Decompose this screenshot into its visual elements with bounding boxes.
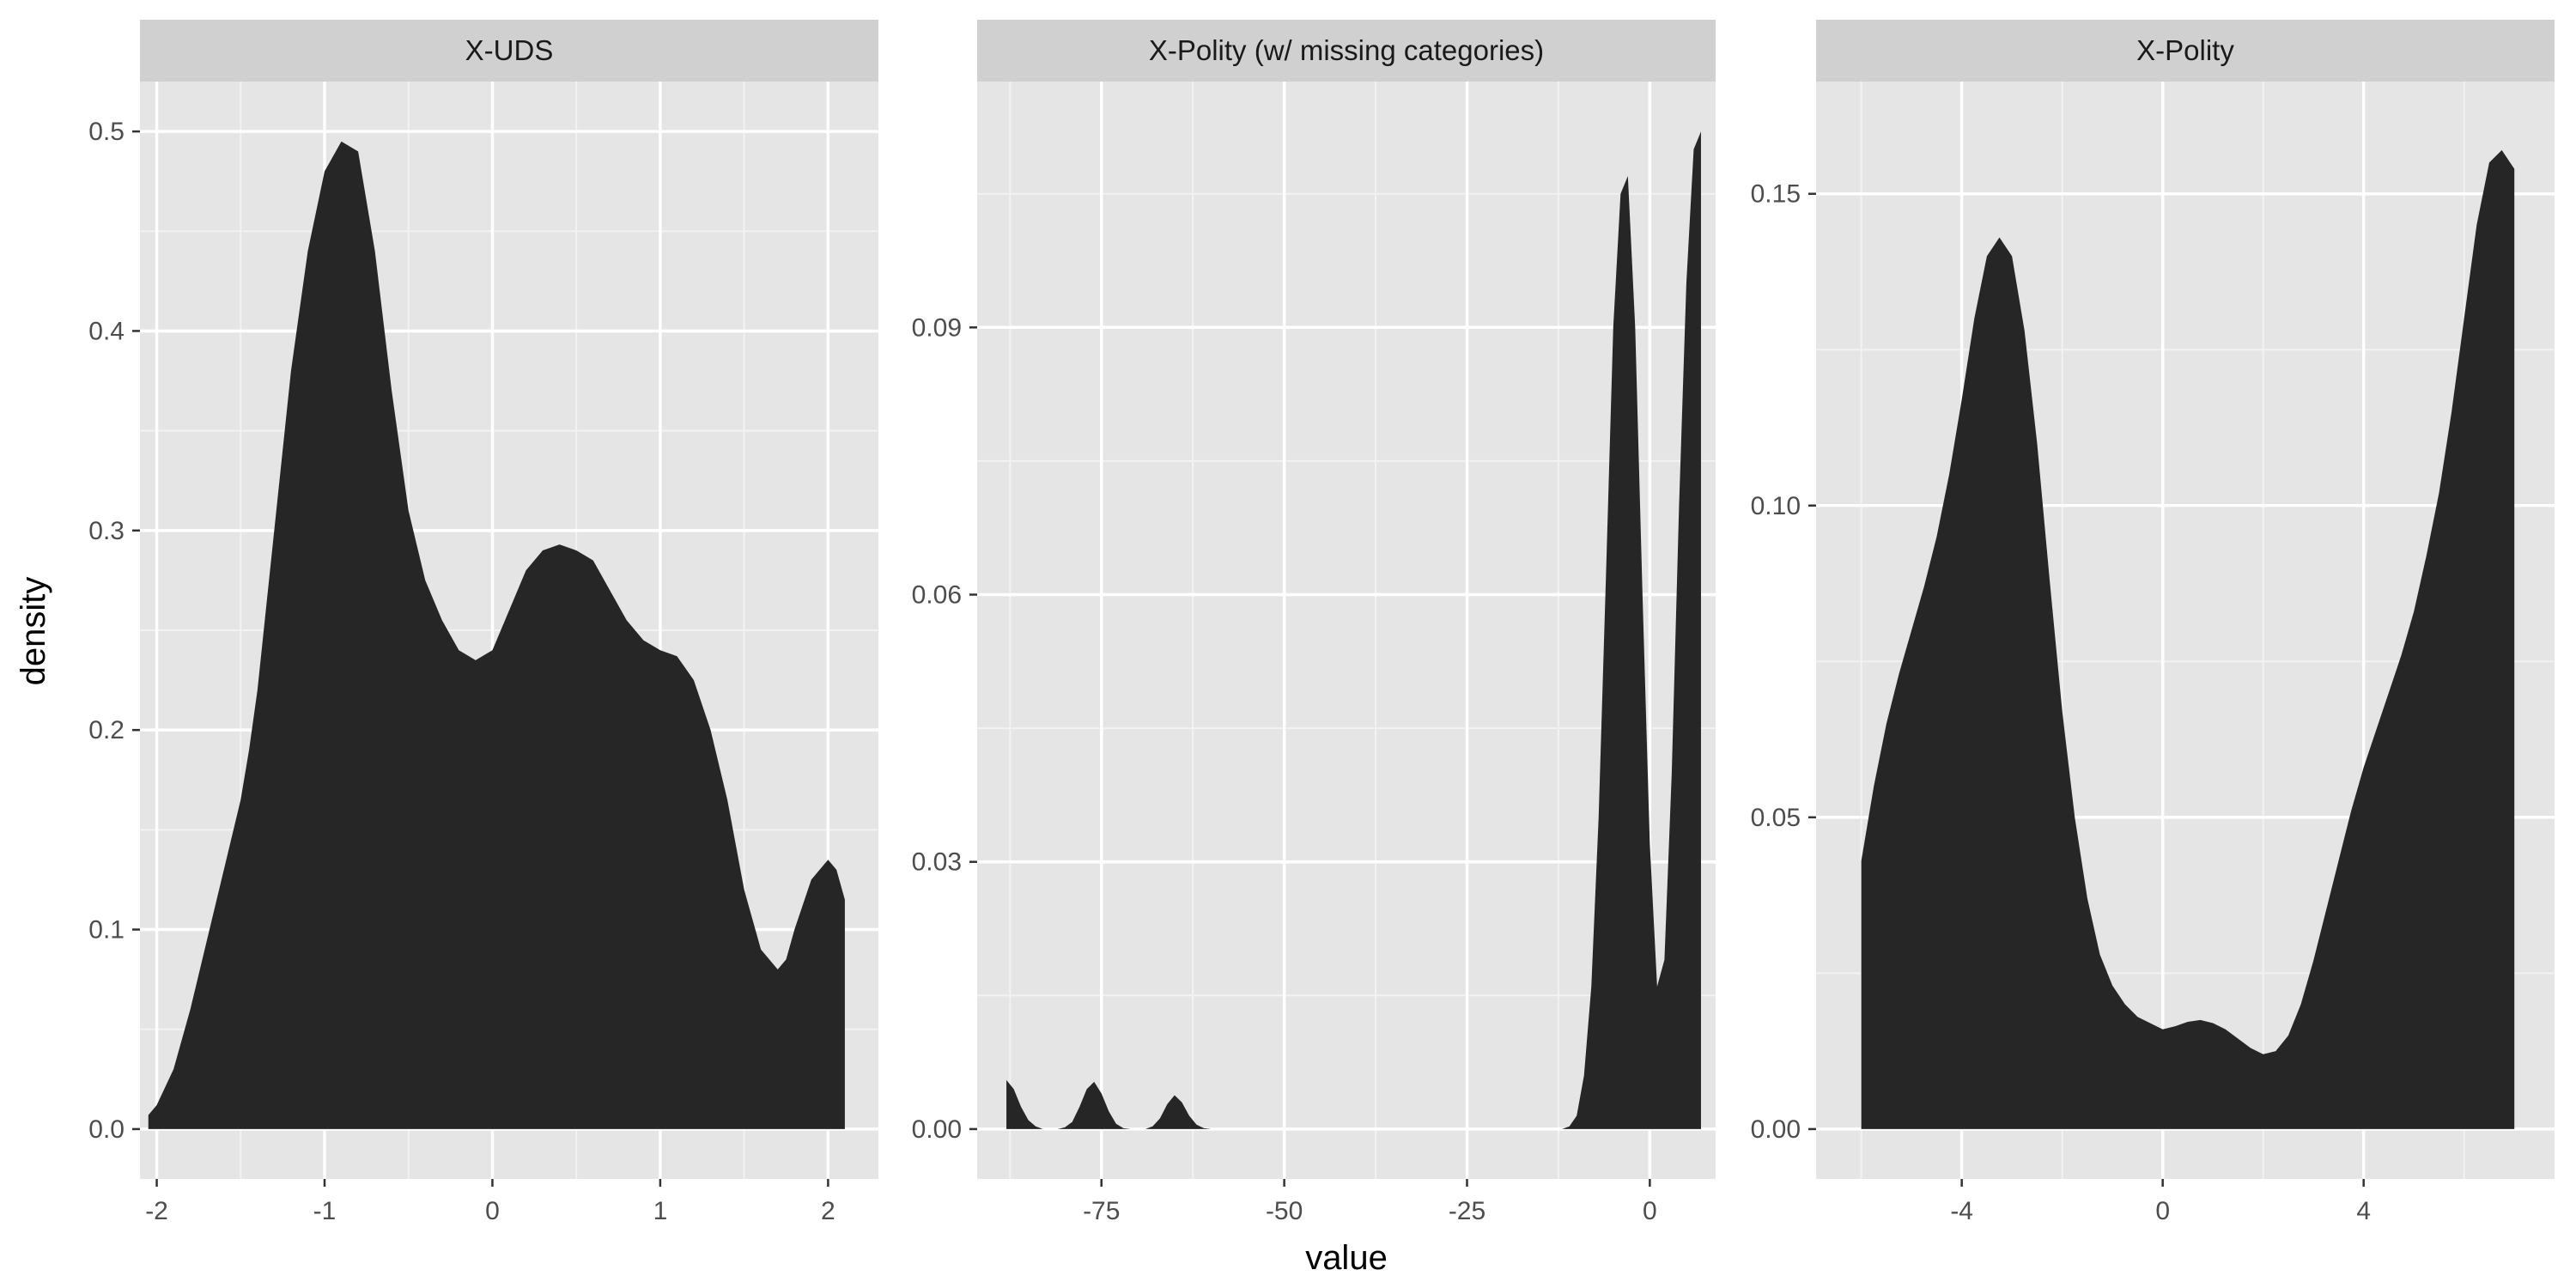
x-tick-label: -75 [1083,1197,1120,1225]
y-tick-label: 0.10 [1751,492,1801,520]
panels-layer: X-UDS 0.0 0.1 0.2 0.3 0.4 0.5 -2 -1 0 1 2 X-Polity (… [88,20,2555,1225]
y-tick-label: 0.09 [912,313,962,342]
y-tick-label: 0.2 [88,716,125,744]
facet-strip [977,20,1716,82]
facet-strip-label: X-Polity [2136,34,2234,66]
y-tick-label: 0.15 [1751,180,1801,209]
density-area [1861,149,2515,1129]
y-tick-label: 0.4 [88,317,125,345]
y-tick-label: 0.00 [912,1115,962,1144]
x-tick-label: 4 [2356,1197,2371,1225]
facet-panel-3: X-Polity 0.00 0.05 0.10 0.15 -4 0 4 [1751,20,2555,1225]
y-tick-label: 0.00 [1751,1115,1801,1144]
facet-panel-1: X-UDS 0.0 0.1 0.2 0.3 0.4 0.5 -2 -1 0 1 2 [88,20,878,1225]
density-area [148,141,845,1129]
x-axis-title: value [1305,1239,1388,1277]
y-axis-title: density [15,577,52,686]
facet-strip-label: X-Polity (w/ missing categories) [1149,34,1544,66]
x-tick-label: -2 [145,1197,168,1225]
y-tick-label: 0.1 [88,916,125,945]
x-tick-label: -25 [1449,1197,1485,1225]
y-tick-label: 0.3 [88,517,125,545]
x-tick-label: 2 [821,1197,835,1225]
x-tick-label: -1 [313,1197,337,1225]
facet-strip [140,20,878,82]
x-tick-label: 1 [653,1197,668,1225]
x-tick-label: -4 [1950,1197,1973,1225]
y-tick-label: 0.05 [1751,804,1801,832]
x-tick-label: 0 [1643,1197,1657,1225]
x-tick-label: 0 [2155,1197,2170,1225]
y-tick-label: 0.03 [912,848,962,877]
y-tick-label: 0.5 [88,118,125,146]
facet-strip [1816,20,2555,82]
x-tick-label: -50 [1266,1197,1303,1225]
x-tick-label: 0 [485,1197,500,1225]
y-tick-label: 0.06 [912,581,962,610]
y-tick-label: 0.0 [88,1115,125,1144]
facet-panel-2: X-Polity (w/ missing categories) 0.00 0.03… [912,20,1716,1225]
facet-strip-label: X-UDS [465,34,554,66]
density-area [1006,131,1701,1129]
